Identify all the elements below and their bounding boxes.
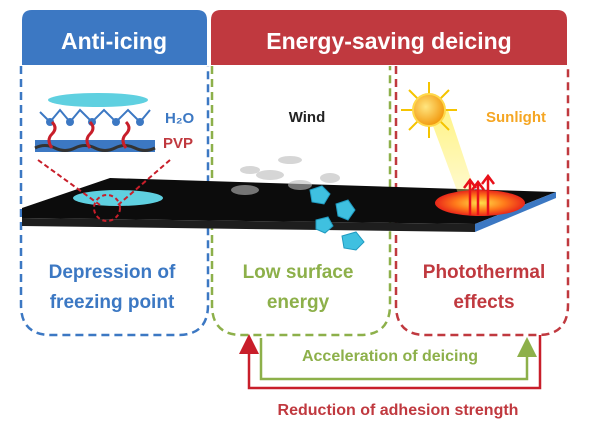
pvp-label: PVP: [163, 135, 193, 152]
anti-icing-title: Anti-icing: [61, 28, 167, 54]
wind-label: Wind: [289, 109, 326, 126]
sun-icon: [401, 82, 457, 138]
anti-icing-panel-border: [19, 66, 210, 337]
wind-label-line1: Low surface: [243, 262, 354, 283]
surface-slab: [22, 178, 556, 232]
sunlight-panel-border: [394, 66, 570, 337]
anti-icing-label-line1: Depression of: [49, 262, 176, 283]
sunlight-illustration: [401, 82, 525, 216]
ice-cubes-icon: [309, 185, 365, 251]
heat-arrows-icon: [463, 173, 495, 215]
anti-icing-label-line2: freezing point: [50, 292, 175, 313]
sunlight-label-line1: Photothermal: [423, 262, 545, 283]
anti-icing-header: Anti-icing: [22, 10, 207, 65]
sunlight-label-line2: effects: [453, 292, 514, 313]
wind-panel-border: [210, 66, 392, 337]
wind-illustration: [231, 156, 365, 251]
reduction-label: Reduction of adhesion strength: [278, 402, 519, 419]
acceleration-label: Acceleration of deicing: [302, 348, 478, 365]
wind-label-line2: energy: [267, 292, 330, 313]
deicing-header: Energy-saving deicing: [211, 10, 567, 65]
sunlight-label: Sunlight: [486, 109, 546, 126]
deicing-title: Energy-saving deicing: [266, 28, 511, 54]
anti-icing-molecular-illustration: [34, 93, 171, 222]
reduction-arrow: [239, 334, 542, 390]
acceleration-arrow: [259, 337, 537, 381]
h2o-label: H₂O: [165, 110, 194, 127]
